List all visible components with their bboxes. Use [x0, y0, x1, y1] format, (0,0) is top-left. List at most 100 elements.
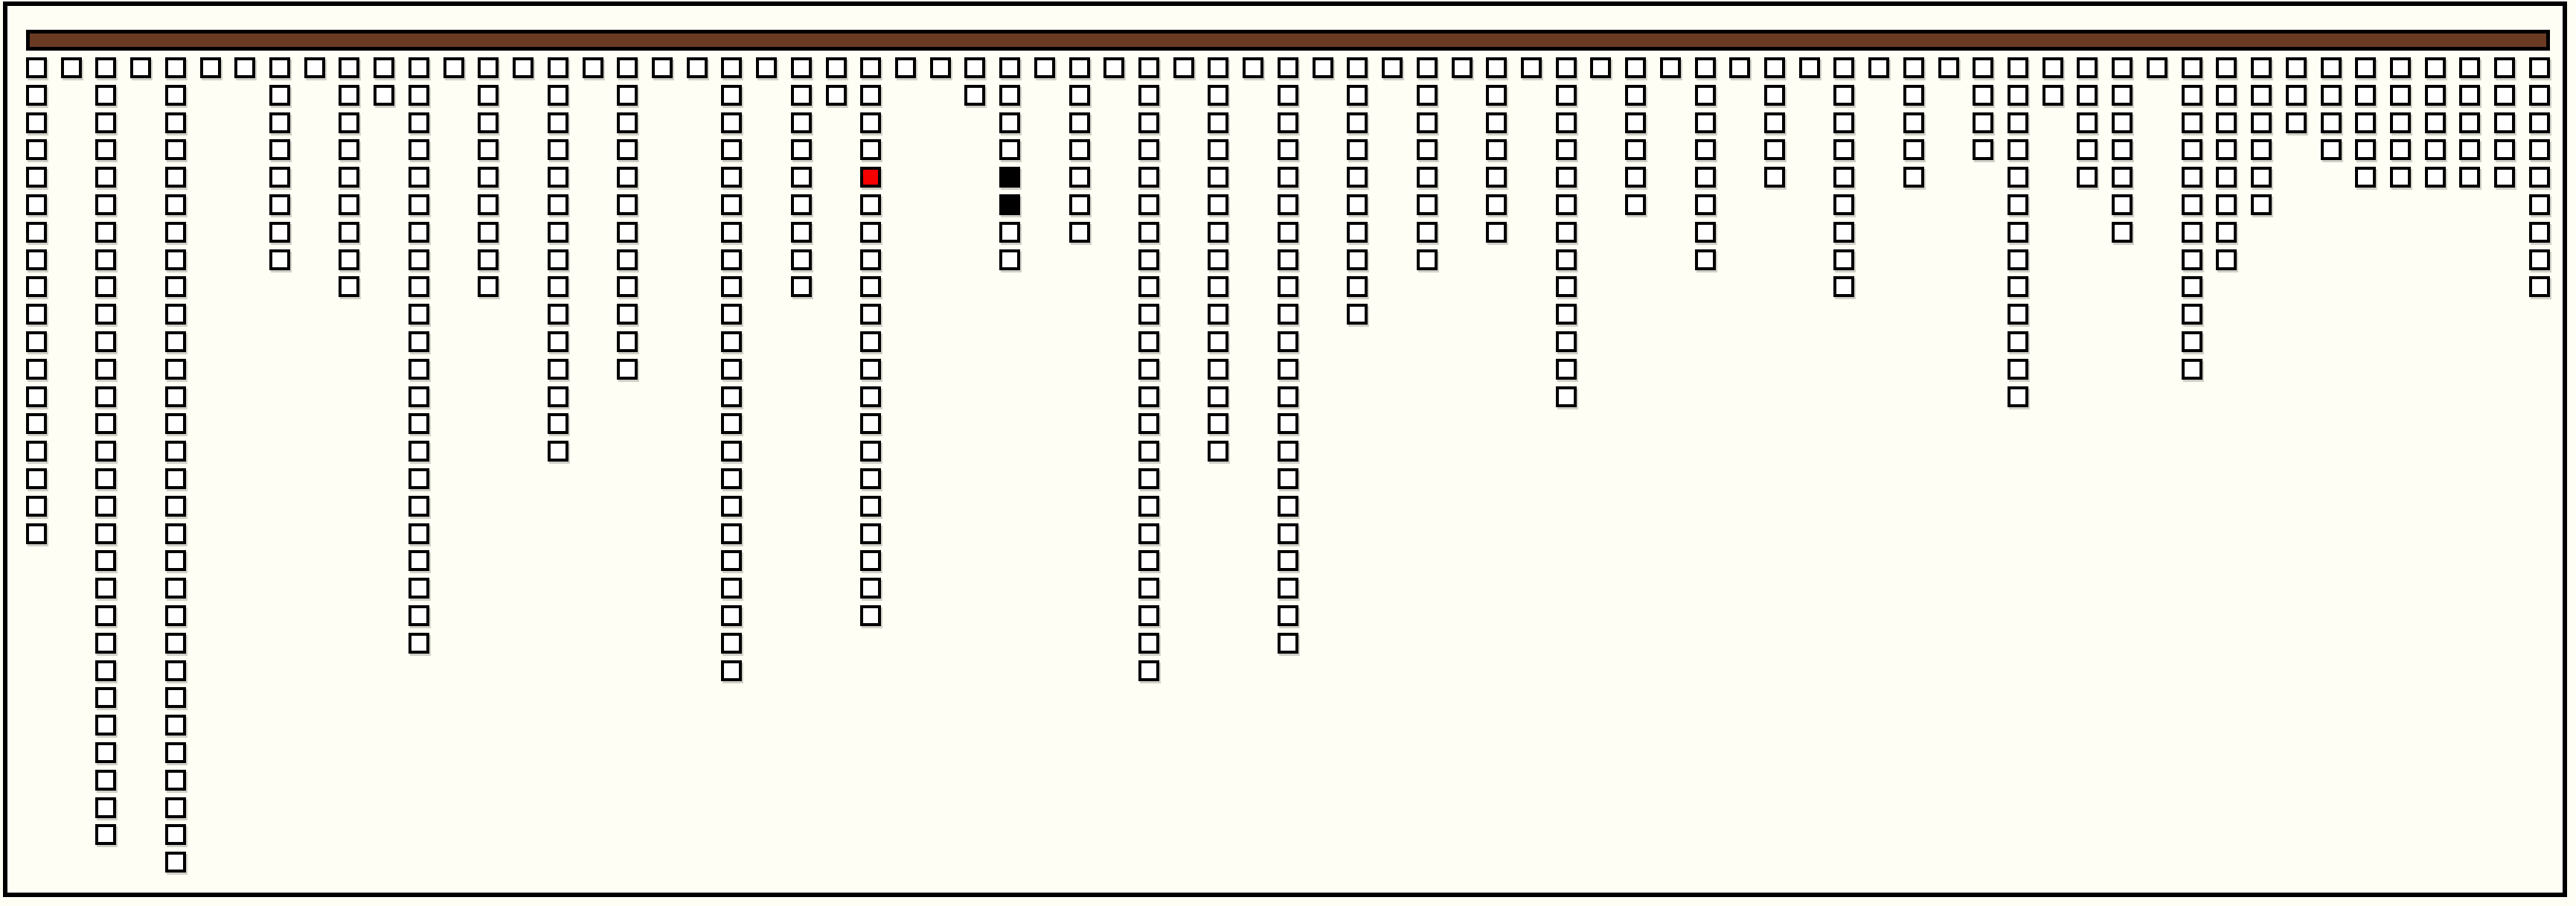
- unit-square: [721, 633, 742, 654]
- unit-square: [2008, 57, 2028, 78]
- unit-square: [1278, 441, 1298, 462]
- unit-square: [269, 139, 290, 160]
- unit-square: [2425, 139, 2446, 160]
- unit-square: [408, 550, 429, 571]
- unit-square: [2216, 194, 2237, 215]
- unit-square: [165, 468, 186, 489]
- unit-square: [1208, 331, 1228, 352]
- unit-square: [860, 468, 881, 489]
- unit-square: [95, 468, 116, 489]
- unit-square: [165, 276, 186, 297]
- unit-square: [860, 139, 881, 160]
- unit-square: [1347, 194, 1368, 215]
- outer-frame-border: [3, 1, 2567, 897]
- unit-square: [95, 386, 116, 407]
- unit-square: [95, 715, 116, 736]
- unit-square: [2182, 167, 2202, 188]
- unit-square: [2529, 222, 2550, 243]
- unit-square: [1868, 57, 1889, 78]
- unit-square: [95, 413, 116, 434]
- unit-square: [1417, 112, 1438, 133]
- unit-square: [408, 249, 429, 270]
- unit-square: [165, 687, 186, 708]
- unit-square: [2112, 112, 2133, 133]
- unit-square: [999, 249, 1020, 270]
- unit-square: [2425, 112, 2446, 133]
- unit-square: [2425, 57, 2446, 78]
- unit-square: [721, 249, 742, 270]
- unit-square: [617, 304, 638, 325]
- unit-square: [478, 276, 499, 297]
- unit-square: [1833, 276, 1854, 297]
- unit-square: [860, 304, 881, 325]
- unit-square: [1625, 112, 1646, 133]
- unit-square: [721, 523, 742, 544]
- unit-square: [408, 222, 429, 243]
- unit-square: [548, 167, 568, 188]
- unit-square: [26, 276, 47, 297]
- unit-square: [1208, 139, 1228, 160]
- unit-square: [2355, 139, 2376, 160]
- unit-square: [1069, 222, 1090, 243]
- unit-square: [95, 194, 116, 215]
- unit-square: [617, 331, 638, 352]
- unit-square: [408, 359, 429, 380]
- unit-square: [95, 249, 116, 270]
- unit-square: [721, 112, 742, 133]
- unit-square: [2077, 167, 2098, 188]
- unit-square: [2355, 167, 2376, 188]
- unit-square: [165, 605, 186, 626]
- unit-square: [1278, 304, 1298, 325]
- unit-square: [1208, 441, 1228, 462]
- unit-square: [443, 57, 464, 78]
- unit-square: [860, 222, 881, 243]
- unit-square: [1278, 633, 1298, 654]
- unit-square: [617, 249, 638, 270]
- unit-square: [2182, 359, 2202, 380]
- unit-square: [1695, 194, 1716, 215]
- unit-square: [1764, 139, 1785, 160]
- unit-square: [1278, 222, 1298, 243]
- unit-square: [26, 222, 47, 243]
- unit-square: [26, 112, 47, 133]
- unit-square: [1417, 194, 1438, 215]
- unit-square: [1347, 304, 1368, 325]
- unit-square: [1138, 633, 1159, 654]
- unit-square: [860, 85, 881, 106]
- unit-square: [1625, 167, 1646, 188]
- unit-square: [26, 85, 47, 106]
- unit-square: [2182, 57, 2202, 78]
- unit-square: [1138, 523, 1159, 544]
- unit-square: [374, 57, 394, 78]
- unit-square: [2494, 139, 2515, 160]
- unit-square: [1556, 167, 1577, 188]
- unit-square: [1486, 112, 1507, 133]
- unit-square: [1138, 468, 1159, 489]
- unit-square: [2459, 167, 2480, 188]
- unit-square: [269, 167, 290, 188]
- unit-square: [1625, 194, 1646, 215]
- unit-square: [1417, 85, 1438, 106]
- unit-square: [548, 276, 568, 297]
- unit-square: [408, 496, 429, 517]
- unit-square: [721, 85, 742, 106]
- unit-square: [895, 57, 916, 78]
- unit-square: [2251, 139, 2272, 160]
- unit-square: [2459, 85, 2480, 106]
- unit-square: [1278, 112, 1298, 133]
- unit-square: [408, 304, 429, 325]
- unit-square: [1903, 112, 1924, 133]
- unit-square: [1799, 57, 1820, 78]
- unit-square: [860, 496, 881, 517]
- unit-square: [26, 386, 47, 407]
- unit-square: [2459, 139, 2480, 160]
- unit-square: [26, 496, 47, 517]
- unit-square: [26, 413, 47, 434]
- unit-square: [860, 523, 881, 544]
- unit-square: [2390, 167, 2411, 188]
- unit-square: [548, 441, 568, 462]
- unit-square: [1556, 276, 1577, 297]
- unit-square: [2286, 85, 2307, 106]
- unit-square: [1556, 57, 1577, 78]
- unit-square: [860, 57, 881, 78]
